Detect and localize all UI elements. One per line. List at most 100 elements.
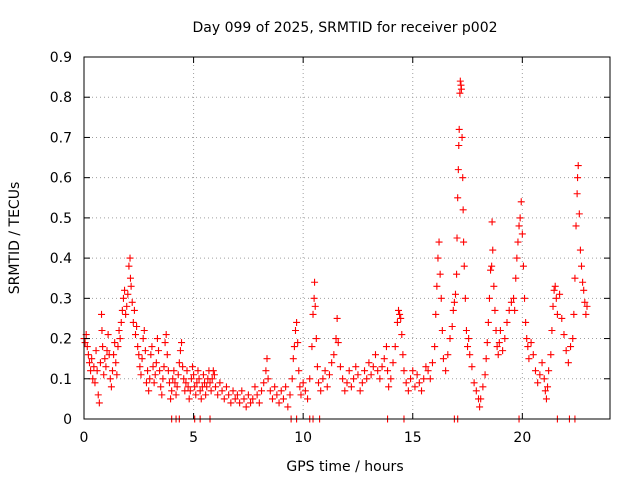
data-point xyxy=(442,367,450,375)
data-point xyxy=(551,282,559,290)
data-point xyxy=(306,375,314,383)
data-point xyxy=(354,371,362,379)
data-point xyxy=(495,339,503,347)
data-point xyxy=(150,379,158,387)
data-point xyxy=(436,270,444,278)
data-point xyxy=(522,318,530,326)
data-point xyxy=(573,190,581,198)
data-point xyxy=(434,254,442,262)
data-point xyxy=(279,395,287,403)
data-point xyxy=(98,310,106,318)
data-point xyxy=(290,343,298,351)
data-point xyxy=(309,310,317,318)
data-point xyxy=(347,383,355,391)
data-point xyxy=(578,262,586,270)
data-point xyxy=(247,399,255,407)
data-point xyxy=(583,302,591,310)
data-point xyxy=(108,367,116,375)
data-point xyxy=(470,379,478,387)
data-point xyxy=(352,363,360,371)
data-point xyxy=(101,355,109,363)
data-point xyxy=(328,359,336,367)
data-point xyxy=(194,367,202,375)
data-point xyxy=(106,375,114,383)
data-point xyxy=(489,246,497,254)
y-tick-label: 0 xyxy=(63,412,72,428)
data-point xyxy=(266,387,274,395)
data-point xyxy=(104,331,112,339)
data-point xyxy=(127,282,135,290)
data-point xyxy=(518,230,526,238)
data-point xyxy=(123,302,131,310)
data-point xyxy=(160,363,168,371)
data-point xyxy=(311,302,319,310)
data-point xyxy=(258,387,266,395)
data-point xyxy=(203,383,211,391)
data-point xyxy=(481,371,489,379)
data-point xyxy=(182,379,190,387)
data-point xyxy=(515,222,523,230)
data-point xyxy=(420,375,428,383)
data-point xyxy=(384,367,392,375)
data-point xyxy=(514,238,522,246)
data-point xyxy=(479,383,487,391)
data-point xyxy=(531,367,539,375)
data-point xyxy=(116,335,124,343)
data-point xyxy=(455,125,463,133)
x-tick-label: 0 xyxy=(80,430,89,446)
data-point xyxy=(558,314,566,322)
data-point xyxy=(404,387,412,395)
data-point xyxy=(448,322,456,330)
data-point xyxy=(225,391,233,399)
data-point xyxy=(345,367,353,375)
data-point xyxy=(409,367,417,375)
data-point xyxy=(361,367,369,375)
data-point xyxy=(422,363,430,371)
data-point xyxy=(84,351,92,359)
data-point xyxy=(171,379,179,387)
data-point xyxy=(453,270,461,278)
data-point xyxy=(255,399,263,407)
data-point xyxy=(494,351,502,359)
data-point xyxy=(121,286,129,294)
y-tick-label: 0.4 xyxy=(50,251,72,267)
data-point xyxy=(468,363,476,371)
data-point xyxy=(575,210,583,218)
data-point xyxy=(190,371,198,379)
data-point xyxy=(446,335,454,343)
data-point xyxy=(571,274,579,282)
data-point xyxy=(142,379,150,387)
data-point xyxy=(562,347,570,355)
data-point xyxy=(199,371,207,379)
data-point xyxy=(536,371,544,379)
data-point xyxy=(456,89,464,97)
data-point xyxy=(572,222,580,230)
data-point xyxy=(424,367,432,375)
data-point xyxy=(387,375,395,383)
data-point xyxy=(512,274,520,282)
data-point xyxy=(110,351,118,359)
data-point xyxy=(454,194,462,202)
data-point xyxy=(432,310,440,318)
data-point xyxy=(218,387,226,395)
data-point xyxy=(126,254,134,262)
data-point xyxy=(137,371,145,379)
data-point xyxy=(244,391,252,399)
data-point xyxy=(581,298,589,306)
data-point xyxy=(111,339,119,347)
data-point xyxy=(83,343,91,351)
data-point xyxy=(216,379,224,387)
data-point xyxy=(294,339,302,347)
data-point xyxy=(407,375,415,383)
data-point xyxy=(491,306,499,314)
x-tick-label: 15 xyxy=(404,430,422,446)
data-point xyxy=(549,302,557,310)
y-tick-label: 0.2 xyxy=(50,332,72,348)
data-point xyxy=(107,383,115,391)
data-point xyxy=(129,318,137,326)
data-point xyxy=(501,335,509,343)
data-point xyxy=(444,351,452,359)
data-point xyxy=(451,290,459,298)
data-point xyxy=(376,375,384,383)
